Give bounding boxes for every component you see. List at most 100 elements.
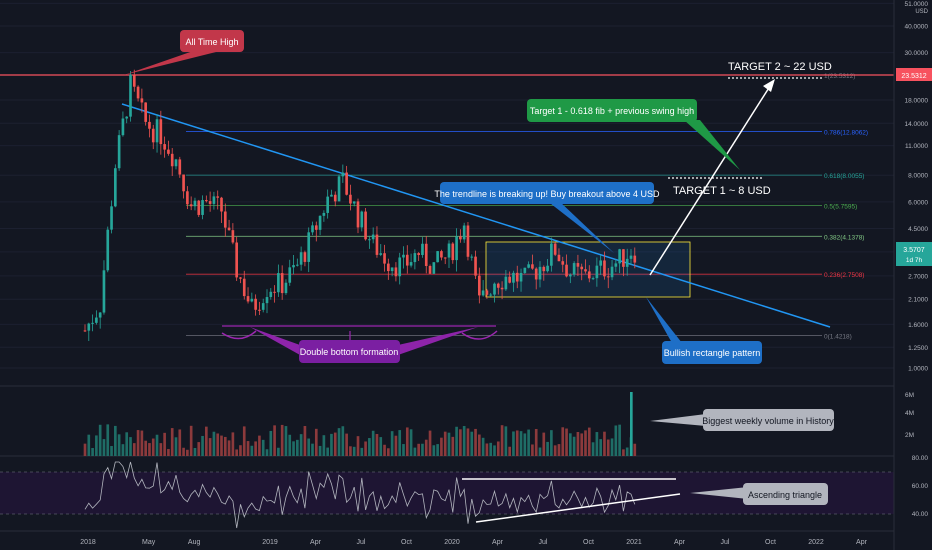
fib-level-label: 0(1.4218) [824, 333, 852, 340]
candle-body [470, 256, 474, 258]
time-axis[interactable]: 2018 May Aug 2019 Apr Jul Oct 2020 Apr Jul Oct 2021… [80, 539, 867, 546]
triangle-label: Ascending triangle [748, 490, 822, 500]
volume-bar [227, 440, 231, 456]
price-pane[interactable]: 1(23.5312) 0.786(12.8062) 0.618(8.0055) 0.5… [0, 2, 894, 369]
volume-bar [421, 443, 424, 456]
long-term-trendline[interactable] [121, 103, 831, 328]
volume-bar [314, 428, 318, 456]
rsi-tick-label: 60.00 [912, 483, 929, 490]
volume-bar [178, 429, 182, 456]
candle-body [451, 243, 455, 261]
ath-callout-pointer [124, 50, 224, 75]
candle-body [561, 261, 565, 265]
candle-body [398, 257, 402, 277]
volume-bar [371, 430, 375, 456]
candle-body [273, 291, 276, 293]
volume-bar [110, 446, 113, 456]
price-axis[interactable]: USD 51.0000 40.0000 30.0000 18.0000 14.0000 1… [893, 0, 932, 550]
price-tick-label: 11.0000 [905, 143, 928, 150]
time-tick-label: Jul [357, 539, 366, 546]
candle-body [523, 267, 527, 273]
candle-body [455, 236, 458, 261]
candle-body [212, 196, 216, 204]
ath-callout[interactable]: All Time High [180, 30, 244, 52]
candle-body [292, 265, 295, 268]
double-bottom-callout[interactable]: Double bottom formation [299, 340, 400, 363]
candle-body [580, 266, 584, 270]
volume-bar [405, 427, 409, 456]
fib-retracement[interactable]: 1(23.5312) 0.786(12.8062) 0.618(8.0055) 0.5… [186, 73, 868, 340]
volume-bar [394, 435, 398, 456]
volume-bar [459, 429, 462, 456]
volume-bar [125, 432, 129, 456]
candle-body [223, 211, 227, 228]
volume-bar [322, 435, 326, 456]
price-axis-ticks: 51.0000 40.0000 30.0000 18.0000 14.0000 11.00… [905, 1, 929, 373]
volume-bar [614, 425, 618, 456]
candle-body [151, 128, 155, 143]
double-bottom-arc-left [221, 330, 257, 340]
candle-body [265, 297, 269, 304]
candle-body [599, 260, 602, 266]
candle-body [333, 194, 337, 202]
triangle-callout[interactable]: Ascending triangle [743, 483, 828, 505]
candle-body [87, 323, 91, 331]
volume-bar [288, 434, 292, 456]
volume-bar [326, 447, 329, 456]
price-tick-label: 14.0000 [905, 121, 929, 128]
volume-bar [307, 438, 311, 456]
ath-price-tag-label: 23.5312 [901, 73, 926, 80]
candle-body [485, 290, 489, 295]
price-tick-label: 51.0000 [905, 1, 929, 8]
volume-pane[interactable]: Biggest weekly volume in History [83, 392, 835, 456]
candle-body [167, 149, 170, 154]
candle-body [542, 266, 546, 272]
candle-body [576, 263, 580, 267]
candle-body [239, 277, 242, 279]
candle-body [216, 196, 220, 198]
candle-body [508, 276, 511, 283]
volume-bar [299, 434, 303, 456]
price-tick-label: 18.0000 [905, 98, 929, 105]
volume-bar [95, 435, 98, 456]
candle-body [538, 266, 542, 280]
rsi-pane[interactable]: Ascending triangle [0, 461, 894, 529]
volume-bar-spike [630, 392, 633, 456]
volume-bar [91, 448, 94, 456]
target2-label: TARGET 2 ~ 22 USD [728, 61, 832, 73]
candle-body [432, 262, 436, 274]
volume-bar [515, 430, 519, 456]
volume-bar [606, 439, 610, 456]
candle-body [299, 252, 303, 265]
volume-bar [462, 426, 466, 456]
candle-body [610, 266, 614, 278]
candle-body [625, 258, 629, 267]
volume-bar [349, 446, 352, 456]
target1-callout[interactable]: Target 1 - 0.618 fib + previous swing hi… [527, 99, 697, 122]
candle-body [569, 274, 572, 277]
last-price-label: 3.5707 [903, 247, 925, 254]
candle-body [550, 243, 553, 266]
volume-bar [216, 433, 220, 456]
candle-body [584, 269, 587, 272]
candle-body [572, 263, 576, 275]
time-tick-label: 2020 [444, 539, 460, 546]
volume-bars [83, 392, 637, 456]
candle-body [553, 243, 557, 255]
time-tick-label: Aug [188, 539, 201, 546]
triangle-lower-line[interactable] [475, 493, 681, 523]
rectangle-callout[interactable]: Bullish rectangle pattern [662, 341, 762, 364]
candle-body [136, 86, 140, 99]
target1-label: TARGET 1 ~ 8 USD [673, 185, 771, 197]
candle-body [83, 330, 87, 332]
target-arrow[interactable] [649, 82, 773, 276]
volume-bar [356, 436, 360, 456]
candle-body [459, 236, 462, 240]
volume-callout[interactable]: Biggest weekly volume in History [702, 409, 834, 431]
trendline-callout[interactable]: The trendline is breaking up! Buy breako… [434, 182, 660, 204]
candle-body [618, 249, 621, 264]
candle-body [405, 254, 409, 266]
volume-bar [277, 447, 280, 456]
volume-bar [470, 431, 474, 456]
